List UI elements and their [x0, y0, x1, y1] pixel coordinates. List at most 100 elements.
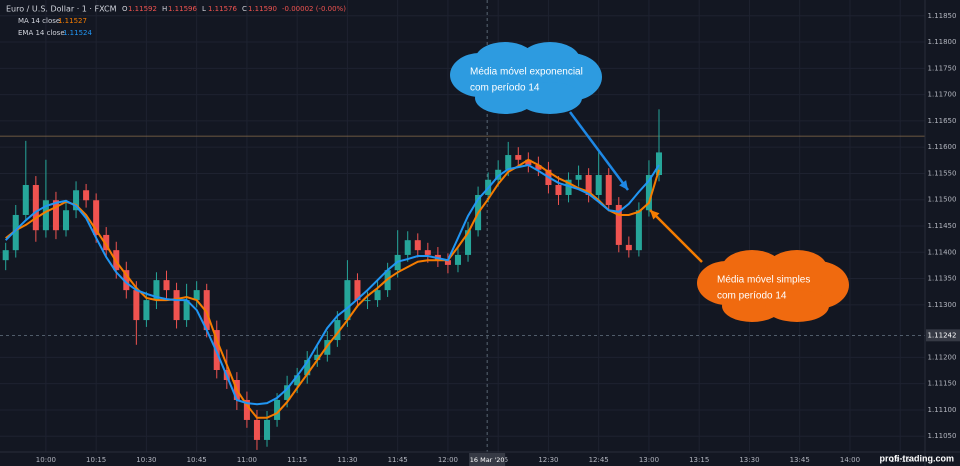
candle-body	[304, 360, 311, 376]
annotation-text: Média móvel exponencial	[470, 67, 583, 78]
candle-body	[153, 280, 160, 301]
candle-body	[364, 300, 371, 302]
cloud-part	[475, 82, 535, 114]
candle-body	[635, 210, 642, 251]
candle-body	[465, 230, 472, 255]
header: Euro / U.S. Dollar · 1 · FXCM O 1.11592 H 1.…	[6, 5, 346, 38]
x-tick-label: 10:15	[86, 456, 106, 464]
candle-body	[515, 155, 522, 160]
annotation-text: com período 14	[470, 83, 540, 94]
arrow-shaft	[568, 111, 630, 191]
annotation-text: com período 14	[717, 291, 787, 302]
y-tick-label: 1.11750	[928, 64, 957, 72]
candle-body	[193, 290, 200, 301]
axes: 1.11050 1.11100 1.11150 1.11200 1.11300 1.113…	[36, 12, 960, 466]
y-tick-label: 1.11100	[928, 406, 957, 414]
x-tick-label: 13:15	[689, 456, 709, 464]
y-tick-label: 1.11300	[928, 301, 957, 309]
candle-body	[374, 290, 381, 301]
candle-body	[565, 179, 572, 195]
candle-body	[605, 175, 612, 205]
candle-body	[454, 254, 461, 265]
cloud-part	[722, 250, 782, 286]
annotations: Média móvel exponencial com período 14 Méd…	[450, 42, 849, 322]
candle-body	[12, 214, 19, 251]
candle-body	[52, 200, 59, 231]
x-tick-label: 13:45	[790, 456, 810, 464]
crosshair-time-label: 16 Mar '20	[470, 456, 505, 464]
candle-body	[344, 280, 351, 321]
y-tick-label: 1.11550	[928, 169, 957, 177]
ohlc-label: C	[242, 5, 247, 13]
symbol: Euro / U.S. Dollar · 1 · FXCM	[6, 5, 117, 14]
annotation-text: Média móvel simples	[717, 275, 810, 286]
x-tick-label: 11:45	[388, 456, 408, 464]
grid	[0, 0, 925, 452]
y-tick-label: 1.11200	[928, 353, 957, 361]
candle-body	[83, 190, 90, 201]
candle-body	[575, 175, 582, 180]
y-tick-label: 1.11150	[928, 380, 957, 388]
ohlc-value: 1.11590	[248, 5, 277, 13]
x-tick-label: 11:30	[337, 456, 357, 464]
ohlc-label: O	[122, 5, 128, 13]
candle-body	[505, 155, 512, 170]
cloud-part	[765, 290, 829, 322]
indicator-line	[5, 158, 660, 419]
candle-body	[22, 185, 29, 215]
x-tick-label: 10:00	[36, 456, 56, 464]
x-tick-label: 10:45	[187, 456, 207, 464]
candle-body	[294, 375, 301, 386]
x-tick-label: 14:15	[890, 456, 910, 464]
candle-body	[555, 185, 562, 195]
candle-body	[243, 399, 250, 420]
x-tick-label: 13:30	[739, 456, 759, 464]
candle-body	[143, 300, 150, 321]
y-tick-label: 1.11700	[928, 91, 957, 99]
candle-body	[73, 190, 80, 211]
candle-body	[354, 280, 361, 301]
x-tick-label: 12:00	[438, 456, 458, 464]
x-tick-label: 14:00	[840, 456, 860, 464]
arrow-head	[619, 180, 628, 190]
arrow-shaft	[649, 209, 703, 263]
candle-body	[444, 260, 451, 265]
cloud-part	[520, 42, 580, 78]
ohlc-label: L	[202, 5, 206, 13]
cloud-part	[518, 82, 582, 114]
y-tick-label: 1.11350	[928, 275, 957, 283]
candle-body	[62, 210, 70, 231]
candle-body	[173, 290, 180, 321]
ohlc-value: 1.11592	[128, 5, 157, 13]
cloud-part	[767, 250, 827, 286]
change: -0.00002 (-0.00%)	[282, 5, 346, 13]
x-tick-label: 11:15	[287, 456, 307, 464]
candle-body	[615, 204, 622, 245]
candle-body	[655, 152, 663, 176]
y-tick-label: 1.11800	[928, 38, 957, 46]
candle-body	[585, 175, 592, 195]
watermark: profi-trading.com	[880, 453, 955, 463]
candle-body	[32, 185, 39, 231]
candle-body	[123, 270, 130, 291]
candle-body	[183, 300, 190, 321]
ohlc-value: 1.11576	[208, 5, 237, 13]
cloud-part	[475, 42, 535, 78]
y-tick-label: 1.11400	[928, 248, 957, 256]
y-tick-label: 1.11500	[928, 196, 957, 204]
candle-body	[274, 399, 281, 420]
y-tick-label: 1.11050	[928, 432, 957, 440]
indicator-line	[4, 163, 660, 406]
candle-body	[645, 175, 652, 211]
ohlc-label: H	[162, 5, 167, 13]
y-tick-label: 1.11450	[928, 222, 957, 230]
candle-body	[314, 354, 321, 361]
x-tick-label: 12:45	[589, 456, 609, 464]
x-tick-label: 13:00	[639, 456, 659, 464]
candle-body	[163, 280, 170, 291]
legend-name: MA 14 close	[18, 17, 60, 25]
plot-area	[0, 0, 925, 452]
crosshair-price-box	[926, 329, 960, 342]
x-tick-label: 10:30	[136, 456, 156, 464]
